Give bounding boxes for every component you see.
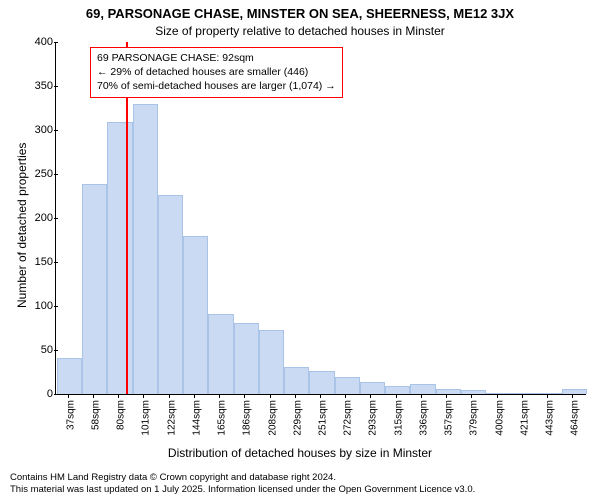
x-tick-label: 315sqm	[393, 400, 404, 436]
histogram-bar	[158, 195, 183, 394]
x-tick-label: 165sqm	[217, 400, 228, 436]
histogram-bar	[385, 386, 410, 394]
y-tick-label: 50	[13, 344, 53, 356]
x-tick-label: 421sqm	[519, 400, 530, 436]
footer-attribution: Contains HM Land Registry data © Crown c…	[0, 472, 600, 496]
histogram-bar	[133, 104, 158, 394]
histogram-bar	[335, 377, 360, 394]
y-tick-label: 300	[13, 124, 53, 136]
annotation-box: 69 PARSONAGE CHASE: 92sqm ← 29% of detac…	[90, 47, 343, 98]
histogram-bar	[57, 358, 82, 394]
x-tick-label: 186sqm	[242, 400, 253, 436]
histogram-bar	[208, 314, 233, 394]
histogram-bar	[284, 367, 309, 394]
annotation-line-1: 69 PARSONAGE CHASE: 92sqm	[97, 51, 336, 65]
x-tick-label: 336sqm	[418, 400, 429, 436]
chart-title-sub: Size of property relative to detached ho…	[0, 24, 600, 38]
footer-line-2: This material was last updated on 1 July…	[10, 484, 600, 496]
x-tick-label: 144sqm	[191, 400, 202, 436]
x-tick-label: 400sqm	[494, 400, 505, 436]
x-tick-label: 443sqm	[545, 400, 556, 436]
y-axis-label: Number of detached properties	[15, 292, 29, 308]
x-axis-ticks: 37sqm 58sqm 80sqm 101sqm 122sqm 144sqm 165sqm 1…	[55, 394, 585, 444]
x-tick-label: 293sqm	[368, 400, 379, 436]
x-tick-label: 37sqm	[65, 400, 76, 430]
histogram-bar	[183, 236, 208, 394]
histogram-bar	[259, 330, 284, 394]
x-tick-label: 272sqm	[343, 400, 354, 436]
histogram-bar	[360, 382, 385, 394]
x-tick-label: 251sqm	[318, 400, 329, 436]
x-axis-label: Distribution of detached houses by size …	[0, 446, 600, 460]
x-tick-label: 464sqm	[570, 400, 581, 436]
annotation-line-3: 70% of semi-detached houses are larger (…	[97, 79, 336, 93]
x-tick-label: 208sqm	[267, 400, 278, 436]
histogram-bar	[107, 122, 132, 394]
chart-title-main: 69, PARSONAGE CHASE, MINSTER ON SEA, SHE…	[0, 6, 600, 21]
x-tick-label: 357sqm	[444, 400, 455, 436]
annotation-line-2: ← 29% of detached houses are smaller (44…	[97, 65, 336, 79]
y-tick-label: 0	[13, 388, 53, 400]
y-tick-label: 400	[13, 36, 53, 48]
histogram-bar	[309, 371, 334, 394]
histogram-bar	[234, 323, 259, 394]
x-tick-label: 101sqm	[141, 400, 152, 436]
x-tick-label: 229sqm	[292, 400, 303, 436]
x-tick-label: 379sqm	[469, 400, 480, 436]
x-tick-label: 122sqm	[166, 400, 177, 436]
footer-line-1: Contains HM Land Registry data © Crown c…	[10, 472, 600, 484]
histogram-bar	[82, 184, 107, 394]
x-tick-label: 80sqm	[116, 400, 127, 430]
y-tick-label: 350	[13, 80, 53, 92]
x-tick-label: 58sqm	[90, 400, 101, 430]
histogram-bar	[410, 384, 435, 394]
